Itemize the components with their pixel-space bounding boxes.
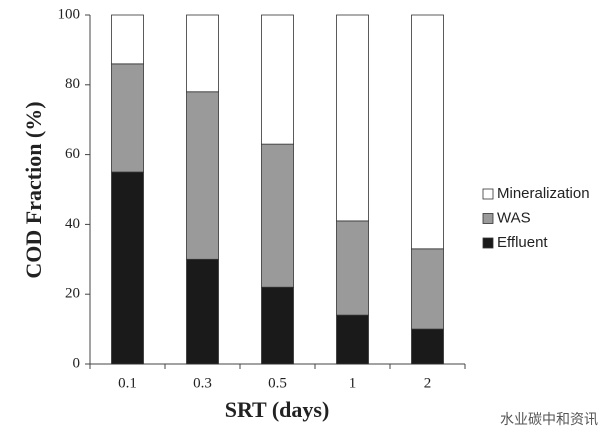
- bar-segment: [261, 14, 294, 145]
- x-tick-label: 1: [349, 375, 357, 391]
- bar-segment: [411, 14, 444, 250]
- x-tick-label: 0.5: [268, 375, 287, 391]
- y-axis-title: COD Fraction (%): [21, 101, 46, 278]
- legend-label: Effluent: [497, 234, 548, 251]
- x-tick-label: 0.3: [193, 375, 212, 391]
- bar-segment: [186, 14, 219, 93]
- bar-segment: [186, 258, 219, 365]
- y-tick-label: 0: [73, 355, 81, 371]
- bar-segment: [336, 314, 369, 365]
- legend-label: Mineralization: [497, 185, 590, 202]
- y-tick-label: 20: [65, 286, 80, 302]
- bar-segment: [111, 63, 144, 173]
- bar-segment: [261, 143, 294, 288]
- y-tick-label: 40: [65, 216, 80, 232]
- bar-segment: [411, 248, 444, 330]
- y-tick-label: 100: [58, 6, 81, 22]
- bar-segment: [411, 328, 444, 365]
- bar-segment: [261, 286, 294, 365]
- x-tick-label: 0.1: [118, 375, 137, 391]
- bar-segment: [336, 14, 369, 222]
- bar-segment: [111, 14, 144, 65]
- bar-segment: [111, 171, 144, 365]
- legend-swatch: [482, 188, 494, 200]
- y-tick-label: 80: [65, 76, 80, 92]
- legend-label: WAS: [497, 209, 531, 226]
- x-axis-title: SRT (days): [225, 397, 330, 422]
- watermark: 水业碳中和资讯: [500, 412, 598, 428]
- bar-segment: [336, 220, 369, 316]
- y-tick-label: 60: [65, 146, 80, 162]
- bar-segment: [186, 91, 219, 260]
- legend-swatch: [482, 213, 494, 224]
- legend-swatch: [482, 237, 494, 249]
- x-tick-label: 2: [424, 375, 432, 391]
